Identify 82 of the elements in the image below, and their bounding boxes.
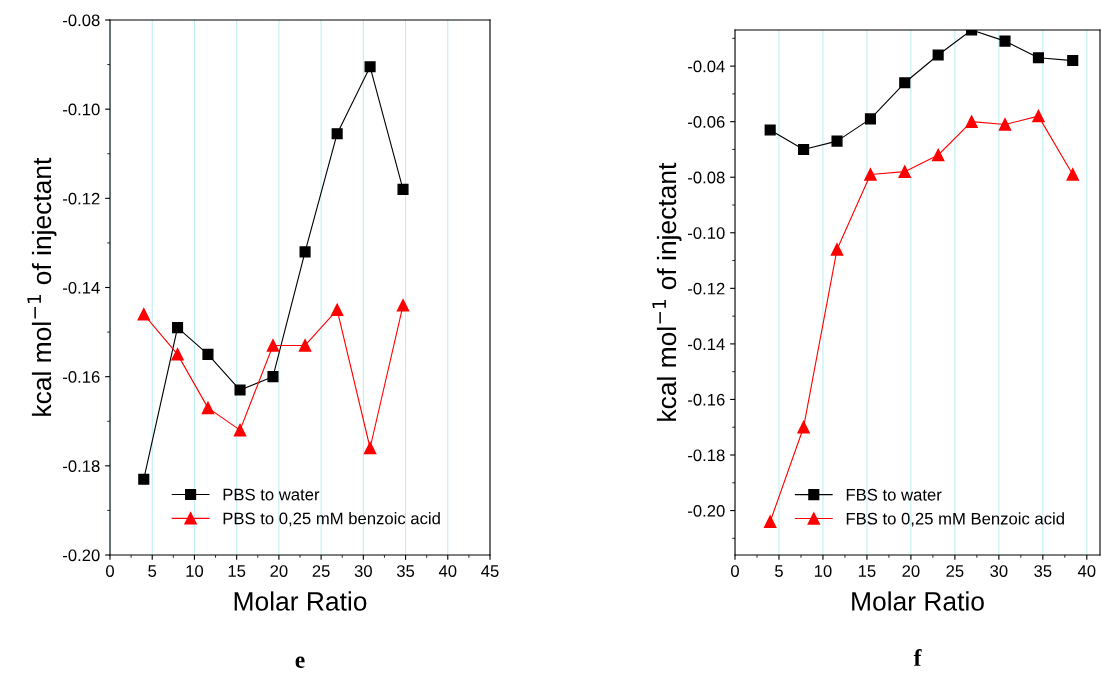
point	[932, 49, 944, 61]
point	[396, 299, 410, 312]
point	[171, 322, 184, 334]
x-axis-title: Molar Ratio	[234, 591, 367, 611]
x-tick-label: 5	[148, 565, 157, 577]
y-tick-label: -0.16	[63, 371, 100, 383]
x-tick-label: 10	[186, 565, 204, 577]
point	[965, 115, 978, 128]
point	[364, 61, 376, 73]
point	[397, 183, 409, 195]
text: f	[913, 649, 922, 666]
y-tick-label: -0.16	[688, 393, 725, 406]
x-tick-label: 5	[775, 565, 783, 577]
x-tick-label: 30	[990, 565, 1008, 577]
point	[233, 423, 247, 437]
y-tick-label: -0.20	[688, 504, 725, 517]
point	[330, 303, 344, 317]
x-tick-label: 20	[902, 565, 920, 577]
legend-label: FBS to 0,25 mM Benzoic acid	[846, 512, 1064, 527]
x-tick-label: 35	[396, 565, 415, 577]
point	[1032, 109, 1045, 123]
point	[899, 77, 911, 89]
x-tick-label: 15	[858, 565, 876, 577]
point	[1032, 52, 1044, 64]
x-tick-label: 20	[270, 565, 288, 577]
point	[998, 118, 1012, 131]
point	[797, 420, 810, 434]
point	[831, 135, 843, 147]
y-axis-title: kcal mol$^{−1}$ of injectant	[652, 162, 682, 421]
point	[266, 339, 280, 352]
y-tick-label: -0.04	[688, 60, 725, 73]
y-tick-label: -0.06	[688, 116, 725, 128]
point	[299, 246, 311, 258]
point	[864, 113, 877, 125]
point	[898, 165, 911, 178]
x-tick-label: 35	[1034, 565, 1052, 577]
x-tick-label: 15	[228, 565, 246, 577]
point	[1066, 168, 1079, 181]
point	[234, 384, 246, 396]
legend-label: PBS to 0,25 mM benzoic acid	[223, 512, 440, 527]
x-tick-label: 40	[1077, 565, 1096, 577]
y-tick-label: -0.14	[688, 338, 725, 351]
point	[830, 243, 844, 256]
y-tick-label: -0.10	[688, 227, 725, 239]
text: e	[295, 656, 305, 668]
y-axis-title: kcal mol$^{−1}$ of injectant	[27, 157, 57, 416]
point	[763, 515, 777, 528]
point	[298, 339, 312, 352]
x-tick-label: 25	[946, 565, 964, 577]
x-axis-title: Molar Ratio	[852, 591, 984, 611]
x-tick-label: 25	[312, 565, 330, 577]
point	[999, 35, 1011, 47]
point	[931, 148, 945, 162]
y-tick-label: -0.18	[63, 460, 100, 473]
y-tick-label: -0.08	[63, 14, 100, 27]
point	[864, 168, 877, 181]
point	[202, 348, 214, 360]
point	[138, 473, 150, 485]
point	[1067, 54, 1079, 67]
point	[363, 441, 377, 455]
point	[764, 124, 776, 136]
point	[331, 128, 343, 140]
x-tick-label: 0	[106, 565, 114, 577]
y-tick-label: -0.12	[63, 192, 100, 205]
y-tick-label: -0.10	[63, 103, 100, 116]
x-tick-label: 40	[438, 565, 457, 577]
x-tick-label: 45	[481, 565, 499, 577]
y-tick-label: -0.08	[688, 171, 725, 184]
legend-label: PBS to water	[223, 488, 320, 501]
x-tick-label: 30	[354, 565, 372, 577]
y-tick-label: -0.20	[63, 549, 100, 562]
point	[171, 348, 184, 361]
y-tick-label: -0.18	[688, 449, 725, 462]
y-tick-label: -0.12	[688, 282, 725, 295]
x-tick-label: 10	[814, 565, 832, 577]
point	[798, 143, 810, 156]
point	[267, 371, 279, 383]
point	[201, 401, 215, 415]
legend-label: FBS to water	[846, 488, 942, 501]
point	[137, 307, 151, 321]
x-tick-label: 0	[731, 565, 739, 577]
y-tick-label: -0.14	[63, 281, 100, 294]
